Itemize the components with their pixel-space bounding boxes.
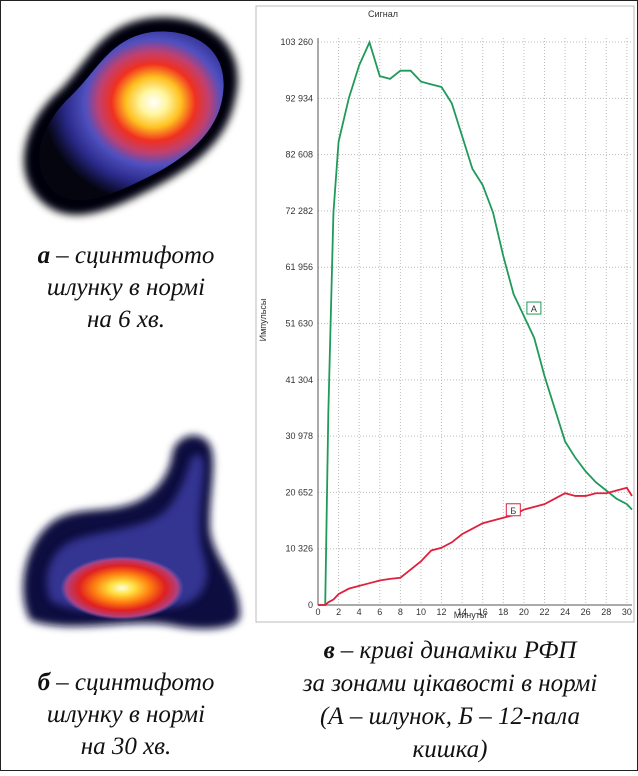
x-tick-label: 8 <box>398 607 403 617</box>
caption-label: в <box>324 637 335 664</box>
x-tick-label: 26 <box>581 607 591 617</box>
caption-label: а <box>38 242 51 269</box>
y-tick-label: 92 934 <box>285 93 313 103</box>
x-tick-label: 0 <box>315 607 320 617</box>
y-tick-label: 0 <box>308 600 313 610</box>
x-tick-label: 6 <box>377 607 382 617</box>
y-tick-label: 103 260 <box>280 37 313 47</box>
x-tick-label: 16 <box>478 607 488 617</box>
y-tick-label: 72 282 <box>285 206 313 216</box>
x-tick-label: 4 <box>357 607 362 617</box>
y-tick-label: 61 956 <box>285 262 313 272</box>
caption-line: шлунку в нормі <box>47 274 205 301</box>
caption-label: б <box>38 669 52 696</box>
caption-line: на 6 хв. <box>87 306 165 333</box>
y-tick-label: 41 304 <box>285 375 313 385</box>
x-tick-label: 22 <box>539 607 549 617</box>
caption-line: (А – шлунок, Б – 12-пала <box>320 703 580 730</box>
legend-label: А <box>531 304 537 314</box>
x-tick-label: 20 <box>519 607 529 617</box>
x-tick-label: 18 <box>498 607 508 617</box>
y-tick-label: 82 608 <box>285 150 313 160</box>
y-tick-label: 10 326 <box>285 544 313 554</box>
caption-line: – сцинтифото <box>55 242 214 269</box>
x-tick-label: 2 <box>336 607 341 617</box>
y-tick-label: 20 652 <box>285 487 313 497</box>
y-tick-label: 51 630 <box>285 319 313 329</box>
x-tick-label: 28 <box>601 607 611 617</box>
x-tick-label: 30 <box>622 607 632 617</box>
caption-line: – сцинтифото <box>55 669 214 696</box>
x-tick-label: 12 <box>437 607 447 617</box>
caption-line: кишка) <box>413 736 488 763</box>
y-tick-label: 30 978 <box>285 431 313 441</box>
x-tick-label: 24 <box>560 607 570 617</box>
figure: а– сцинтифотошлунку в норміна 6 хв. б– с… <box>0 0 638 771</box>
caption-line: на 30 хв. <box>81 733 172 760</box>
chart-title: Сигнал <box>368 9 398 19</box>
x-tick-label: 10 <box>416 607 426 617</box>
legend-label: Б <box>510 506 516 516</box>
caption-line: за зонами цікавості в нормі <box>302 670 598 697</box>
x-tick-label: 14 <box>457 607 467 617</box>
caption-line: шлунку в нормі <box>47 701 205 728</box>
y-axis-label: Импульсы <box>258 299 268 342</box>
caption-line: – криві динаміки РФП <box>340 637 579 664</box>
